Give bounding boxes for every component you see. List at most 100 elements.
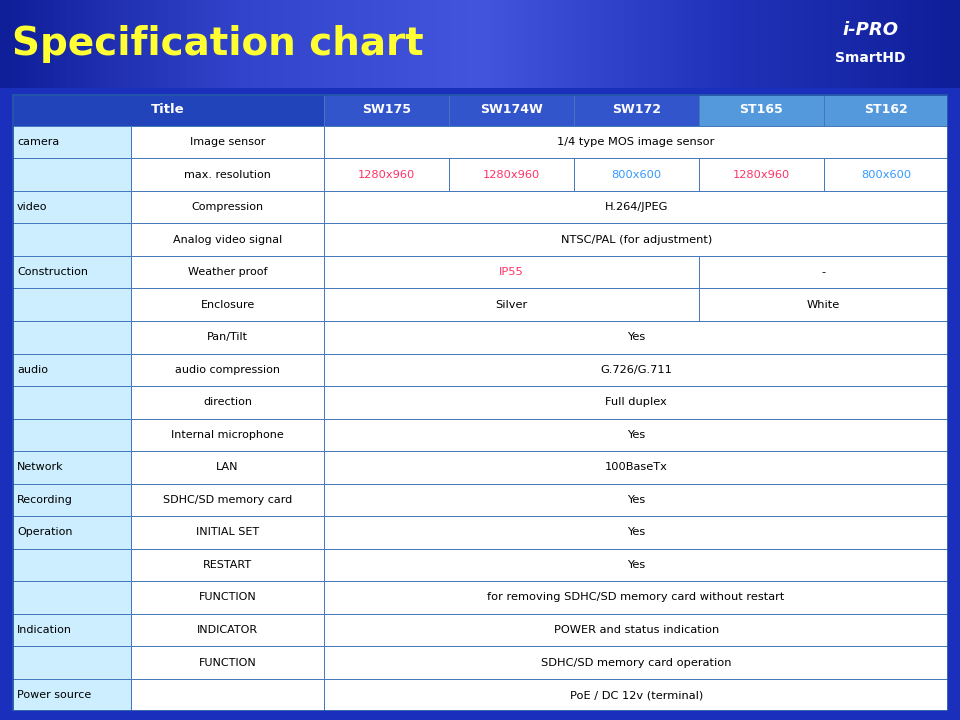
Text: Silver: Silver <box>495 300 527 310</box>
Text: FUNCTION: FUNCTION <box>199 593 256 603</box>
Text: 100BaseTx: 100BaseTx <box>605 462 667 472</box>
Bar <box>12 516 132 549</box>
Bar <box>12 613 132 647</box>
Bar <box>574 158 699 191</box>
Text: Full duplex: Full duplex <box>606 397 667 408</box>
Text: Yes: Yes <box>627 495 645 505</box>
Bar <box>132 256 324 289</box>
Text: Network: Network <box>17 462 63 472</box>
Bar <box>699 256 948 289</box>
Text: White: White <box>807 300 840 310</box>
Text: Compression: Compression <box>191 202 264 212</box>
Bar <box>324 516 948 549</box>
Bar <box>324 289 699 321</box>
Bar <box>324 581 948 613</box>
Bar <box>574 94 699 126</box>
Bar <box>12 158 132 191</box>
Text: Yes: Yes <box>627 528 645 537</box>
Text: Internal microphone: Internal microphone <box>171 430 284 440</box>
Text: PoE / DC 12v (terminal): PoE / DC 12v (terminal) <box>569 690 703 700</box>
Text: direction: direction <box>204 397 252 408</box>
Text: Operation: Operation <box>17 528 73 537</box>
Text: camera: camera <box>17 137 60 147</box>
Text: ST162: ST162 <box>864 103 908 116</box>
Text: Power source: Power source <box>17 690 91 700</box>
Text: RESTART: RESTART <box>203 560 252 570</box>
Text: SDHC/SD memory card: SDHC/SD memory card <box>163 495 292 505</box>
Text: FUNCTION: FUNCTION <box>199 657 256 667</box>
Bar <box>324 321 948 354</box>
Bar <box>324 94 448 126</box>
Text: ST165: ST165 <box>739 103 783 116</box>
Text: 1280x960: 1280x960 <box>483 170 540 179</box>
Text: Indication: Indication <box>17 625 72 635</box>
Bar <box>132 289 324 321</box>
Text: Analog video signal: Analog video signal <box>173 235 282 245</box>
Text: 800x600: 800x600 <box>861 170 911 179</box>
Text: NTSC/PAL (for adjustment): NTSC/PAL (for adjustment) <box>561 235 711 245</box>
Bar <box>824 158 948 191</box>
Bar <box>132 647 324 679</box>
Text: Yes: Yes <box>627 332 645 342</box>
Text: LAN: LAN <box>216 462 239 472</box>
Bar <box>12 223 132 256</box>
Bar <box>12 581 132 613</box>
Text: Enclosure: Enclosure <box>201 300 254 310</box>
Bar <box>132 191 324 223</box>
Text: Title: Title <box>151 103 184 116</box>
Text: IP55: IP55 <box>499 267 523 277</box>
Bar <box>324 386 948 418</box>
Text: Pan/Tilt: Pan/Tilt <box>207 332 248 342</box>
Bar <box>12 321 132 354</box>
Bar <box>324 158 448 191</box>
Bar <box>132 581 324 613</box>
Bar <box>699 158 824 191</box>
Text: Specification chart: Specification chart <box>12 25 423 63</box>
Bar <box>324 418 948 451</box>
Bar <box>699 94 824 126</box>
Bar <box>132 354 324 386</box>
Text: Image sensor: Image sensor <box>190 137 265 147</box>
Bar <box>324 484 948 516</box>
Bar <box>324 451 948 484</box>
Bar <box>132 484 324 516</box>
Bar <box>324 613 948 647</box>
Text: Yes: Yes <box>627 560 645 570</box>
Bar <box>132 321 324 354</box>
Bar <box>324 256 699 289</box>
Bar <box>132 516 324 549</box>
Bar <box>12 451 132 484</box>
Bar <box>132 386 324 418</box>
Bar <box>12 484 132 516</box>
Bar <box>132 679 324 711</box>
Bar <box>132 223 324 256</box>
Bar <box>132 549 324 581</box>
Bar <box>324 647 948 679</box>
Text: SW172: SW172 <box>612 103 660 116</box>
Text: H.264/JPEG: H.264/JPEG <box>605 202 668 212</box>
Bar <box>12 94 324 126</box>
Bar <box>12 256 132 289</box>
Bar <box>132 613 324 647</box>
Bar <box>132 126 324 158</box>
Text: for removing SDHC/SD memory card without restart: for removing SDHC/SD memory card without… <box>488 593 785 603</box>
Bar <box>12 679 132 711</box>
Text: -: - <box>822 267 826 277</box>
Text: 1/4 type MOS image sensor: 1/4 type MOS image sensor <box>558 137 715 147</box>
Text: Yes: Yes <box>627 430 645 440</box>
Bar <box>324 679 948 711</box>
Text: INDICATOR: INDICATOR <box>197 625 258 635</box>
Bar <box>132 158 324 191</box>
Bar <box>448 94 574 126</box>
Bar <box>324 354 948 386</box>
Bar <box>324 549 948 581</box>
Text: audio: audio <box>17 365 48 375</box>
Bar <box>132 451 324 484</box>
Bar <box>12 418 132 451</box>
Text: audio compression: audio compression <box>175 365 280 375</box>
Text: 1280x960: 1280x960 <box>732 170 790 179</box>
Bar <box>448 158 574 191</box>
Bar <box>12 289 132 321</box>
Text: SmartHD: SmartHD <box>835 51 905 65</box>
Bar <box>12 647 132 679</box>
